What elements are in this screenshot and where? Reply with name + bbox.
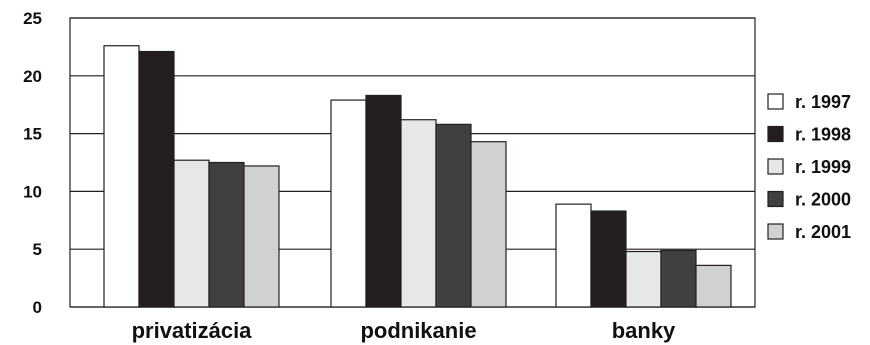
legend-swatch-2 <box>767 158 784 175</box>
bar-banky-r-1998 <box>590 210 627 308</box>
bar-banky-r-1999 <box>625 250 662 308</box>
legend-swatch-4 <box>767 223 784 240</box>
bar-privatizácia-r-2001 <box>243 165 280 308</box>
bar-banky-r-2000 <box>660 249 697 308</box>
legend-label-3: r. 2000 <box>795 190 851 210</box>
y-tick-label-10: 10 <box>23 182 42 201</box>
category-label-0: privatizácia <box>132 318 253 343</box>
bar-privatizácia-r-1997 <box>103 45 140 308</box>
y-tick-label-20: 20 <box>23 67 42 86</box>
bar-privatizácia-r-1998 <box>138 50 175 308</box>
y-axis-ticks: 0 5 10 15 20 25 <box>23 9 42 317</box>
y-tick-label-5: 5 <box>33 240 42 259</box>
y-tick-label-15: 15 <box>23 125 42 144</box>
bars <box>103 45 732 308</box>
category-label-1: podnikanie <box>360 318 476 343</box>
legend-label-0: r. 1997 <box>795 92 851 112</box>
category-label-2: banky <box>612 318 676 343</box>
bar-podnikanie-r-2001 <box>470 141 507 308</box>
y-tick-label-25: 25 <box>23 9 42 28</box>
bar-privatizácia-r-1999 <box>173 159 210 308</box>
bar-banky-r-1997 <box>555 203 592 308</box>
bar-privatizácia-r-2000 <box>208 161 245 308</box>
x-axis-categories: privatizácia podnikanie banky <box>132 318 676 343</box>
legend-swatch-1 <box>767 125 784 143</box>
legend-label-4: r. 2001 <box>795 222 851 242</box>
legend-swatch-3 <box>767 190 784 208</box>
bar-podnikanie-r-1997 <box>330 99 367 308</box>
bar-podnikanie-r-1998 <box>365 94 402 308</box>
bar-podnikanie-r-2000 <box>435 123 472 308</box>
legend-label-2: r. 1999 <box>795 157 851 177</box>
y-tick-label-0: 0 <box>33 298 42 317</box>
legend-label-1: r. 1998 <box>795 125 851 145</box>
legend: r. 1997 r. 1998 r. 1999 r. 2000 r. 2001 <box>767 92 851 242</box>
legend-swatch-0 <box>767 93 784 110</box>
bar-banky-r-2001 <box>695 264 732 308</box>
bar-podnikanie-r-1999 <box>400 119 437 308</box>
